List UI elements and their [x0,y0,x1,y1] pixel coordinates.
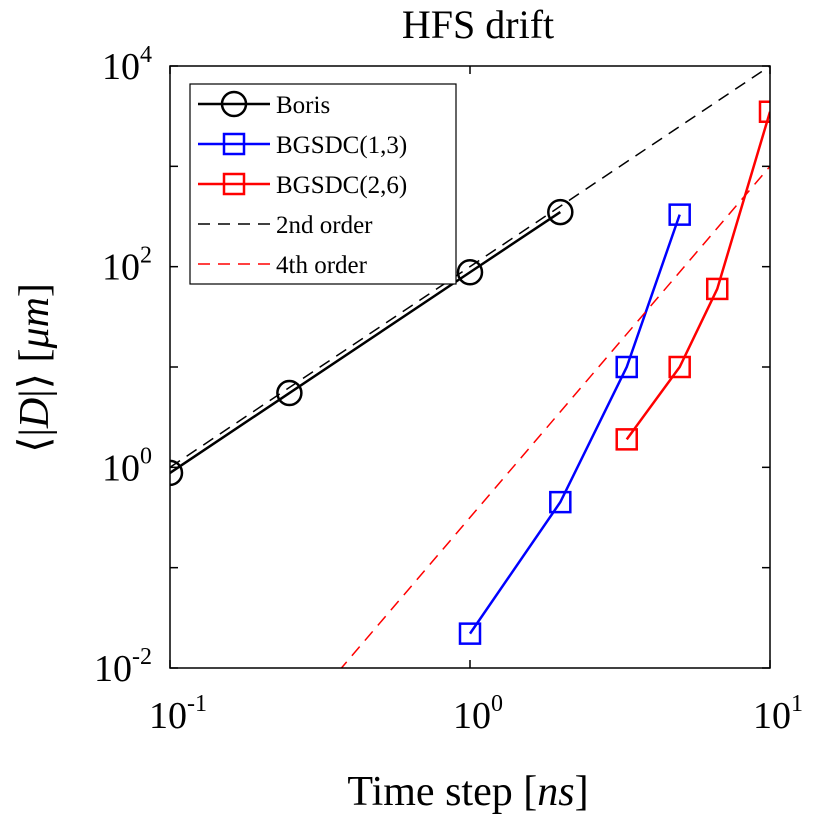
series-2nd order [170,66,770,468]
legend: Boris BGSDC(1,3) BGSDC(2,6) 2nd order 4th or… [189,83,457,285]
series-line-4th order [340,165,770,668]
legend-entry: BGSDC(2,6) [198,172,407,199]
y-tick-label: 102 [102,243,152,289]
data-point [615,355,638,379]
data-point [668,355,691,379]
series-line-BGSDC(2,6) [625,111,770,441]
legend-label: 2nd order [276,212,373,239]
legend-entry: 2nd order [198,212,373,239]
x-tick-label: 101 [753,691,803,737]
legend-marker [222,172,246,196]
data-point [170,459,184,487]
chart-title: HFS drift [402,2,554,47]
series-line-2nd order [170,66,770,468]
y-axis-label: ⟨|D|⟩ [μm] [12,283,58,453]
legend-marker [222,132,246,156]
series-4th order [340,165,770,668]
y-tick-label: 10-2 [94,644,152,690]
data-point [458,622,482,645]
x-tick-label: 10-1 [149,691,207,737]
data-point [705,277,729,301]
series-layer [170,66,770,668]
legend-label: 4th order [276,252,368,279]
x-tick-label: 100 [453,691,503,737]
series-BGSDC(2,6) [615,100,770,451]
data-point [547,198,574,226]
y-tick-label: 104 [102,42,152,88]
legend-entry: Boris [198,90,330,119]
series-line-Boris [170,211,562,474]
x-axis-label: Time step [ns] [347,769,588,815]
data-point [276,379,303,407]
legend-marker [220,90,248,118]
data-point [549,490,572,514]
data-point [668,203,691,226]
data-point [758,100,770,123]
legend-label: BGSDC(2,6) [276,172,407,199]
data-point [615,428,638,451]
series-line-BGSDC(1,3) [468,214,681,635]
legend-entry: BGSDC(1,3) [198,132,407,159]
data-point [456,258,484,286]
series-Boris [170,198,574,487]
series-BGSDC(1,3) [458,203,691,645]
legend-entry: 4th order [198,252,368,279]
legend-label: BGSDC(1,3) [276,132,407,159]
axes-layer: 10-1 100 101 10-2 100 102 104 [94,42,803,737]
y-tick-label: 100 [102,443,152,489]
legend-label: Boris [276,92,330,119]
